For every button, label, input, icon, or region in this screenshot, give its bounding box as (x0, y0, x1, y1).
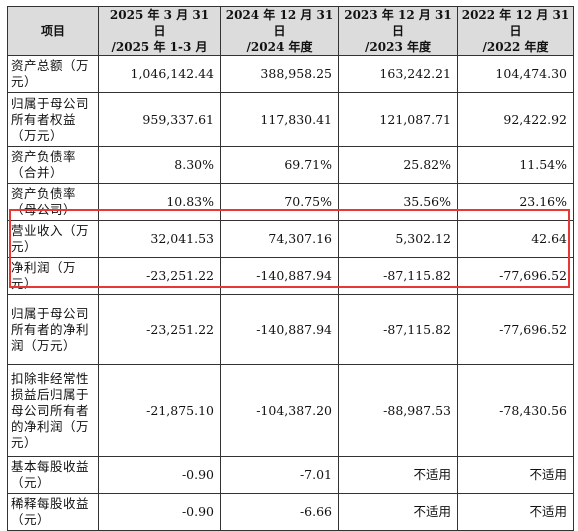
header-col-2024-line1: 2024 年 12 月 31 日 (225, 8, 334, 38)
cell-value: 不适用 (457, 493, 574, 531)
header-col-2025q1-line1: 2025 年 3 月 31 日 (109, 8, 210, 38)
cell-value: -23,251.22 (98, 294, 221, 365)
cell-value: 959,337.61 (98, 92, 221, 147)
header-col-2023-line1: 2023 年 12 月 31 日 (344, 8, 452, 38)
table-row: 归属于母公司所有者权益（万元） 959,337.61 117,830.41 12… (7, 92, 574, 147)
header-item: 项目 (7, 6, 99, 56)
cell-value: 23.16% (457, 183, 574, 221)
cell-value: 121,087.71 (338, 92, 458, 147)
row-label: 扣除非经常性损益后归属于母公司所有者的净利润（万元） (7, 364, 99, 457)
cell-value: -0.90 (98, 493, 221, 531)
header-col-2024-line2: /2024 年度 (246, 40, 313, 54)
table-row: 资产负债率（合并） 8.30% 69.71% 25.82% 11.54% (7, 146, 574, 184)
cell-value: 25.82% (338, 146, 458, 184)
cell-value: 5,302.12 (338, 220, 458, 258)
cell-value: 11.54% (457, 146, 574, 184)
cell-value: 163,242.21 (338, 55, 458, 93)
cell-value: -7.01 (220, 456, 339, 494)
cell-value: -23,251.22 (98, 257, 221, 295)
cell-value: 104,474.30 (457, 55, 574, 93)
cell-value: 388,958.25 (220, 55, 339, 93)
cell-value: 不适用 (338, 493, 458, 531)
header-col-2023: 2023 年 12 月 31 日/2023 年度 (338, 6, 458, 56)
table-row-revenue: 营业收入（万元） 32,041.53 74,307.16 5,302.12 42… (7, 220, 574, 258)
financial-table: 项目 2025 年 3 月 31 日/2025 年 1-3 月 2024 年 1… (7, 6, 574, 531)
cell-value: 8.30% (98, 146, 221, 184)
row-label: 稀释每股收益（元） (7, 493, 99, 531)
row-label: 归属于母公司所有者权益（万元） (7, 92, 99, 147)
cell-value: -140,887.94 (220, 257, 339, 295)
cell-value: 1,046,142.44 (98, 55, 221, 93)
cell-value: 不适用 (457, 456, 574, 494)
row-label: 归属于母公司所有者的净利润（万元） (7, 294, 99, 365)
cell-value: -6.66 (220, 493, 339, 531)
cell-value: 不适用 (338, 456, 458, 494)
cell-value: -77,696.52 (457, 257, 574, 295)
row-label: 营业收入（万元） (7, 220, 99, 258)
table-row-net-profit: 净利润（万元） -23,251.22 -140,887.94 -87,115.8… (7, 257, 574, 295)
table-row: 扣除非经常性损益后归属于母公司所有者的净利润（万元） -21,875.10 -1… (7, 364, 574, 457)
cell-value: 117,830.41 (220, 92, 339, 147)
cell-value: -140,887.94 (220, 294, 339, 365)
header-col-2024: 2024 年 12 月 31 日/2024 年度 (220, 6, 339, 56)
table-row: 资产总额（万元） 1,046,142.44 388,958.25 163,242… (7, 55, 574, 93)
cell-value: 10.83% (98, 183, 221, 221)
table-row: 稀释每股收益（元） -0.90 -6.66 不适用 不适用 (7, 493, 574, 531)
header-col-2022-line1: 2022 年 12 月 31 日 (461, 8, 570, 38)
header-col-2022: 2022 年 12 月 31 日/2022 年度 (457, 6, 574, 56)
table-row: 资产负债率（母公司） 10.83% 70.75% 35.56% 23.16% (7, 183, 574, 221)
cell-value: 32,041.53 (98, 220, 221, 258)
row-label: 资产负债率（合并） (7, 146, 99, 184)
cell-value: 69.71% (220, 146, 339, 184)
row-label: 资产总额（万元） (7, 55, 99, 93)
cell-value: -88,987.53 (338, 364, 458, 457)
header-col-2023-line2: /2023 年度 (365, 40, 431, 54)
cell-value: -87,115.82 (338, 257, 458, 295)
cell-value: 74,307.16 (220, 220, 339, 258)
cell-value: -87,115.82 (338, 294, 458, 365)
header-row: 项目 2025 年 3 月 31 日/2025 年 1-3 月 2024 年 1… (7, 6, 574, 56)
cell-value: 35.56% (338, 183, 458, 221)
cell-value: -104,387.20 (220, 364, 339, 457)
cell-value: -77,696.52 (457, 294, 574, 365)
table-row: 归属于母公司所有者的净利润（万元） -23,251.22 -140,887.94… (7, 294, 574, 365)
header-col-2022-line2: /2022 年度 (482, 40, 549, 54)
header-col-2025q1-line2: /2025 年 1-3 月 (111, 40, 208, 54)
cell-value: -21,875.10 (98, 364, 221, 457)
header-col-2025q1: 2025 年 3 月 31 日/2025 年 1-3 月 (98, 6, 221, 56)
row-label: 基本每股收益（元） (7, 456, 99, 494)
cell-value: -0.90 (98, 456, 221, 494)
row-label: 净利润（万元） (7, 257, 99, 295)
cell-value: 42.64 (457, 220, 574, 258)
cell-value: 70.75% (220, 183, 339, 221)
row-label: 资产负债率（母公司） (7, 183, 99, 221)
table-row: 基本每股收益（元） -0.90 -7.01 不适用 不适用 (7, 456, 574, 494)
cell-value: 92,422.92 (457, 92, 574, 147)
cell-value: -78,430.56 (457, 364, 574, 457)
